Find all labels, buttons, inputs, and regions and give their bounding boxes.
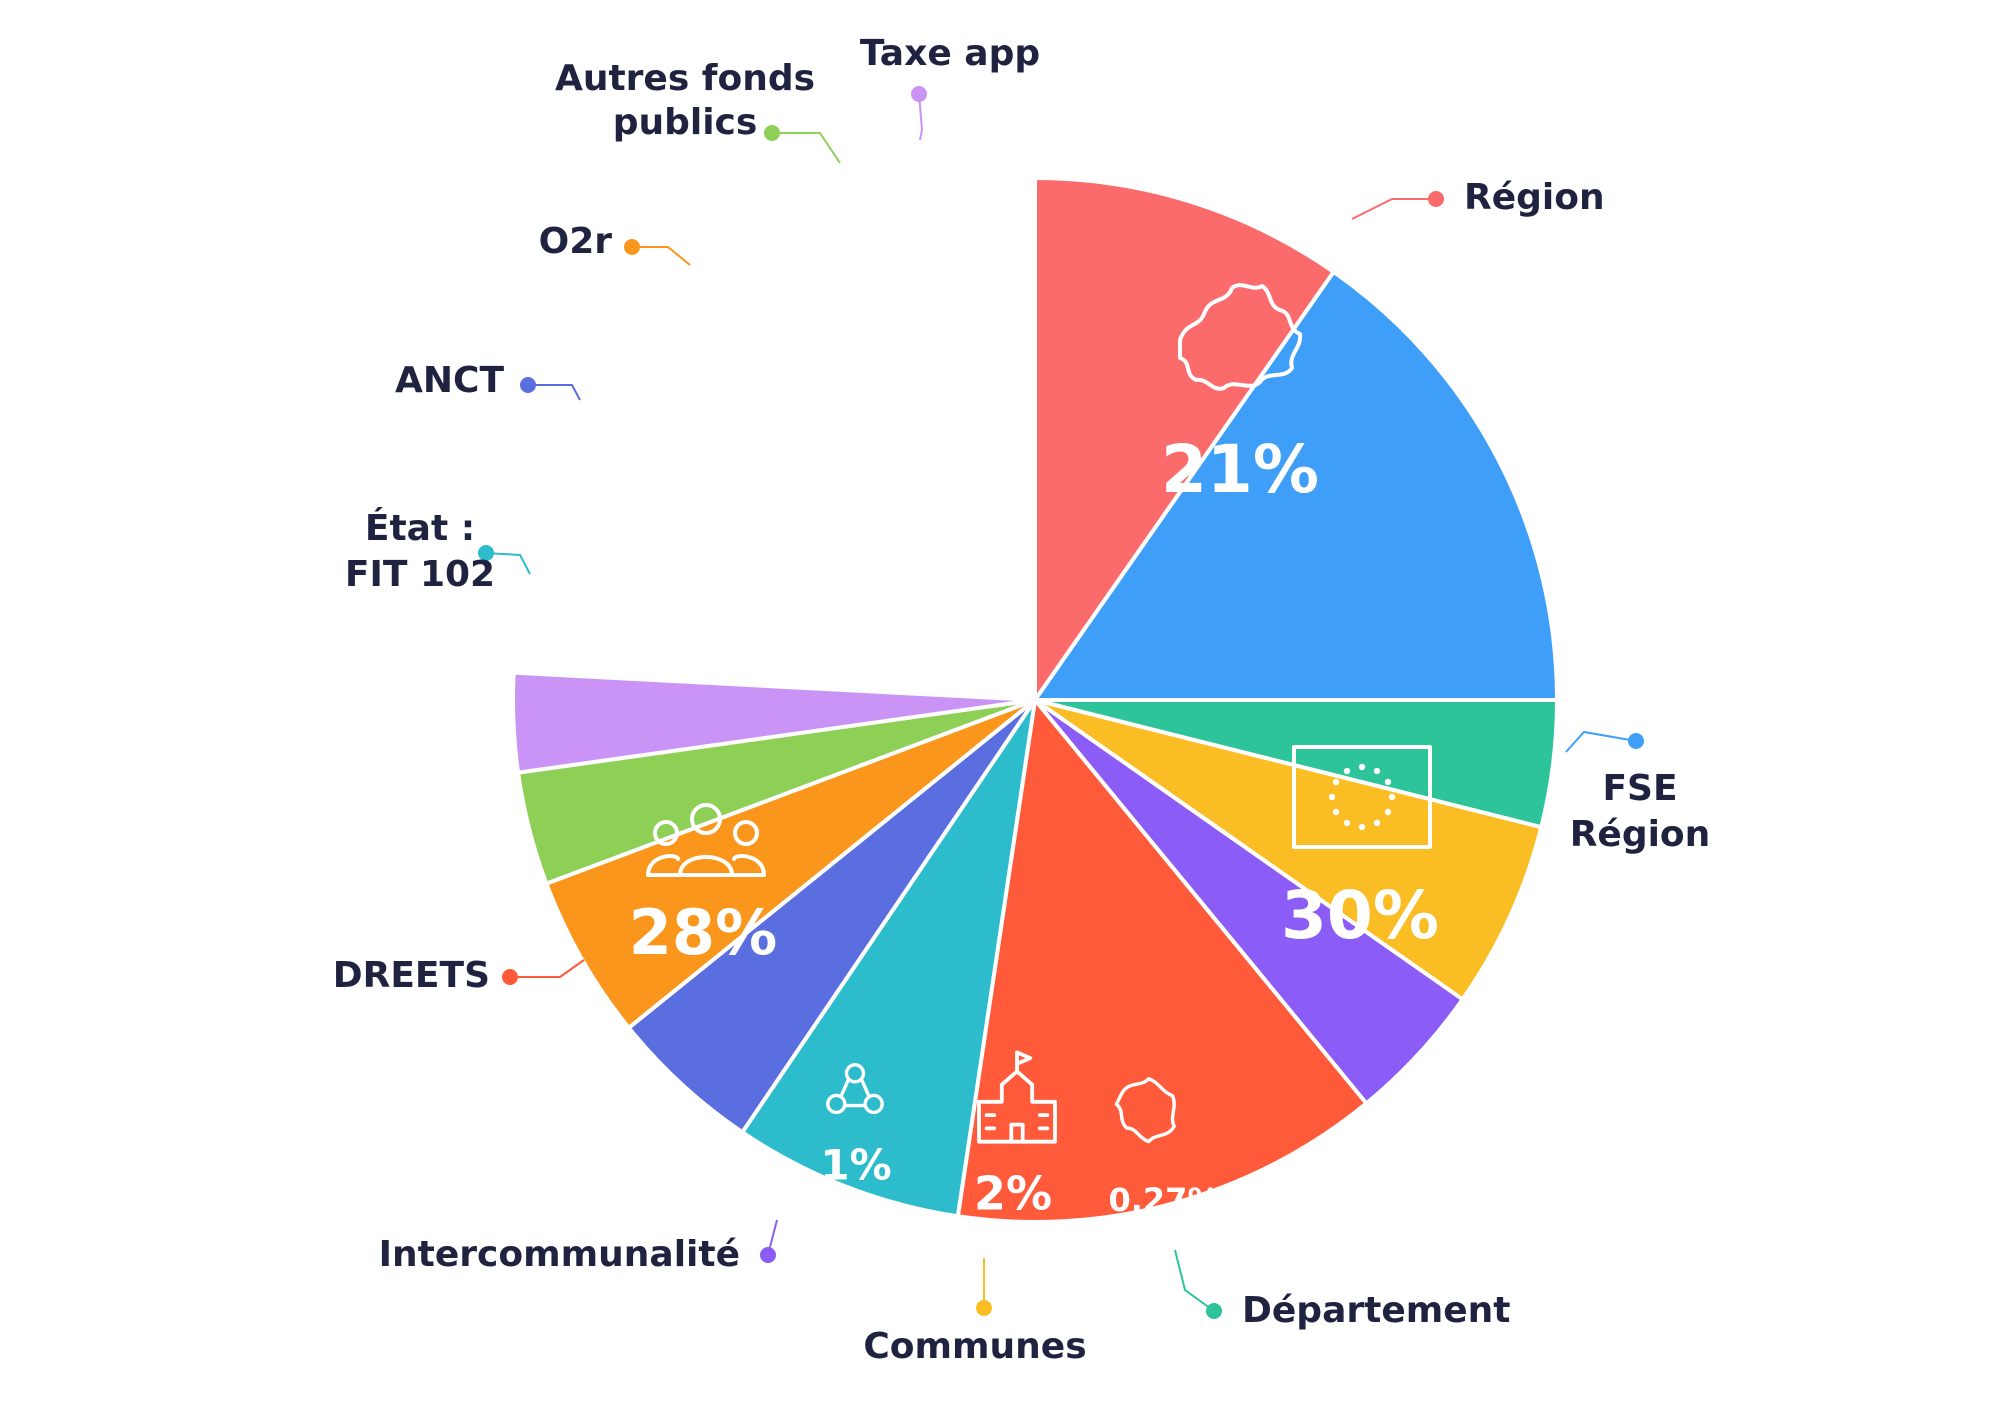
eu-flag-icon bbox=[1292, 745, 1432, 849]
people-group-icon bbox=[646, 803, 766, 877]
slice-category-label: DREETS bbox=[333, 955, 490, 996]
slice-value-label: 1% bbox=[820, 1141, 891, 1190]
legend-dot bbox=[478, 545, 494, 561]
legend-dot bbox=[764, 125, 780, 141]
legend-dot bbox=[976, 1300, 992, 1316]
leader-line bbox=[528, 384, 581, 401]
slice-category-label: ANCT bbox=[395, 360, 504, 401]
legend-dot bbox=[1428, 191, 1444, 207]
legend-dot bbox=[1206, 1303, 1222, 1319]
slice-category-label: Département bbox=[1242, 1290, 1511, 1331]
leader-line bbox=[772, 132, 841, 164]
legend-dot bbox=[520, 377, 536, 393]
lightbulb-icon bbox=[636, 404, 684, 477]
region-map-icon bbox=[1178, 283, 1303, 391]
legend-dot bbox=[1628, 733, 1644, 749]
euro-hand-icon bbox=[835, 190, 902, 254]
leader-line bbox=[1565, 730, 1637, 753]
pie-slice-0 bbox=[1033, 176, 1336, 702]
leader-line bbox=[1174, 1249, 1215, 1312]
slice-category-label: FSE bbox=[1602, 768, 1677, 809]
network-people-icon bbox=[826, 1063, 884, 1115]
leader-line bbox=[485, 552, 531, 575]
slice-category-label: État : bbox=[365, 507, 475, 549]
slice-value-label: 30% bbox=[1281, 877, 1439, 954]
leader-line bbox=[1351, 198, 1436, 220]
slice-value-label: 0,20% bbox=[835, 291, 932, 324]
slice-value-label: 0,27% bbox=[1108, 1181, 1219, 1219]
slice-category-label: O2r bbox=[539, 221, 613, 262]
slice-category-label: Communes bbox=[863, 1326, 1086, 1367]
leader-line bbox=[510, 959, 585, 978]
slice-category-label: Région bbox=[1464, 177, 1605, 218]
town-hall-icon bbox=[977, 1050, 1057, 1144]
pie-slice-3 bbox=[1033, 698, 1544, 1002]
slice-value-label: 2% bbox=[974, 1167, 1052, 1221]
pie-slice-6 bbox=[740, 698, 1037, 1219]
pie-slice-8 bbox=[544, 698, 1037, 1030]
leader-line bbox=[918, 93, 924, 141]
slice-value-label: 4% bbox=[697, 460, 775, 514]
pie-slice-1 bbox=[1033, 269, 1559, 702]
slice-category-label: Autres fonds bbox=[555, 58, 815, 99]
slice-category-label: Région bbox=[1570, 814, 1711, 855]
slice-value-label: 2% bbox=[940, 172, 1008, 218]
slice-value-label: 6% bbox=[768, 378, 853, 436]
legend-dot bbox=[502, 969, 518, 985]
slice-category-label: Intercommunalité bbox=[379, 1234, 740, 1275]
institution-building-icon bbox=[560, 550, 656, 628]
slice-category-label: FIT 102 bbox=[345, 554, 495, 595]
legend-dot bbox=[624, 239, 640, 255]
calculator-icon bbox=[961, 259, 1007, 321]
slice-category-label: publics bbox=[613, 102, 758, 143]
department-map-icon bbox=[1114, 1076, 1176, 1144]
slice-value-label: 28% bbox=[629, 896, 777, 969]
refresh-cycle-icon bbox=[724, 293, 776, 347]
pie-slice-10 bbox=[511, 670, 1037, 775]
legend-dot bbox=[911, 86, 927, 102]
pie-slice-5 bbox=[955, 698, 1369, 1225]
slice-value-label: 6% bbox=[669, 586, 751, 642]
legend-dot bbox=[760, 1247, 776, 1263]
leader-line bbox=[632, 246, 691, 266]
pie-slice-7 bbox=[626, 698, 1037, 1135]
slice-category-label: Taxe app bbox=[860, 33, 1040, 74]
slice-value-label: 21% bbox=[1161, 431, 1319, 508]
